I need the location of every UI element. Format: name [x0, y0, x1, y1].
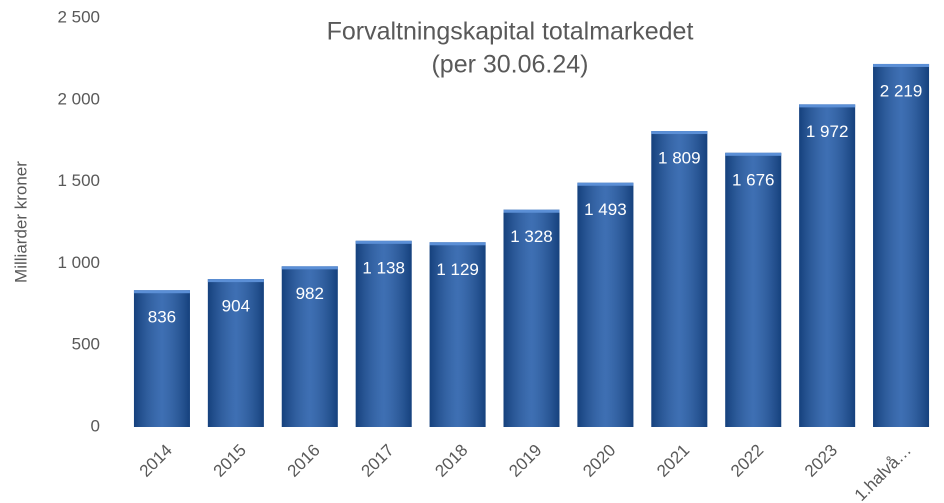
- bar-shine: [281, 266, 338, 427]
- x-tick-label: 2019: [505, 441, 545, 481]
- bar-top: [873, 63, 930, 67]
- value-label: 2 219: [880, 81, 923, 100]
- bar-shine: [873, 63, 930, 428]
- value-label: 1 493: [584, 200, 627, 219]
- x-tick-label: 2016: [284, 441, 324, 481]
- chart-subtitle: (per 30.06.24): [431, 51, 588, 79]
- x-tick-label: 2014: [136, 441, 176, 481]
- chart-title: Forvaltningskapital totalmarkedet: [327, 18, 694, 46]
- bar-shine: [799, 104, 856, 427]
- x-tick-label: 2022: [727, 441, 767, 481]
- bar-top: [133, 290, 190, 294]
- x-tick-label: 2020: [579, 441, 619, 481]
- x-tick-label: 2018: [431, 441, 471, 481]
- value-label: 904: [222, 297, 250, 316]
- bar-shine: [133, 290, 190, 427]
- x-tick-label: 1.halvå…: [851, 441, 915, 503]
- bar-shine: [355, 240, 412, 427]
- bar-shine: [503, 209, 560, 427]
- bar-shine: [429, 242, 486, 427]
- x-tick-label: 2017: [357, 441, 397, 481]
- value-label: 1 138: [362, 258, 405, 277]
- value-label: 1 328: [510, 227, 553, 246]
- y-tick-label: 2 000: [57, 89, 100, 108]
- value-label: 1 676: [732, 170, 775, 189]
- y-tick-label: 0: [91, 416, 100, 435]
- bar-top: [207, 279, 264, 283]
- bar-shine: [725, 152, 782, 427]
- x-tick-label: 2015: [210, 441, 250, 481]
- value-label: 1 129: [436, 260, 479, 279]
- value-label: 1 809: [658, 149, 701, 168]
- bar-top: [355, 240, 412, 244]
- value-label: 982: [296, 284, 324, 303]
- x-tick-label: 2023: [801, 441, 841, 481]
- bar-top: [281, 266, 338, 270]
- bar-top: [799, 104, 856, 108]
- bar-top: [503, 209, 560, 213]
- value-label: 836: [148, 308, 176, 327]
- bar-top: [725, 152, 782, 156]
- y-tick-label: 1 000: [57, 253, 100, 272]
- y-tick-label: 500: [72, 335, 100, 354]
- bar-top: [429, 242, 486, 246]
- y-axis-label: Milliarder kroner: [11, 161, 30, 283]
- bar-shine: [577, 182, 634, 427]
- x-tick-label: 2021: [653, 441, 693, 481]
- bar-shine: [651, 131, 708, 427]
- bar-top: [651, 131, 708, 135]
- value-label: 1 972: [806, 122, 849, 141]
- bar-shine: [207, 279, 264, 427]
- y-tick-label: 2 500: [57, 7, 100, 26]
- bar-top: [577, 182, 634, 186]
- y-tick-label: 1 500: [57, 171, 100, 190]
